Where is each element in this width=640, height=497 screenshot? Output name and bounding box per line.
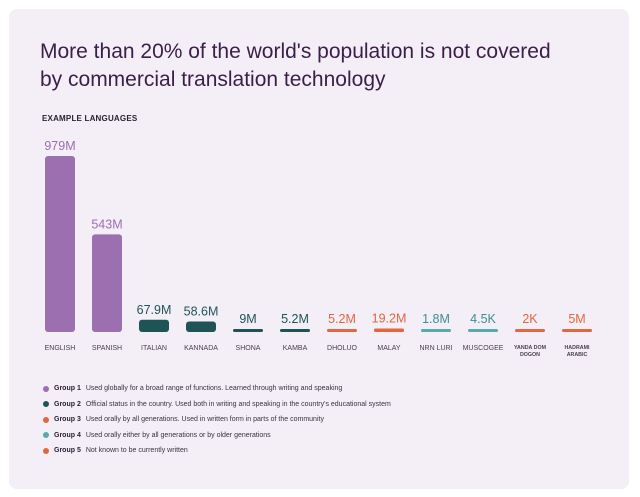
legend-description: Used globally for a broad range of funct… [85, 385, 343, 393]
data-label: 979M [44, 139, 75, 153]
legend-group-name: Group 4 [54, 431, 81, 439]
category-label: ENGLISH [45, 345, 76, 352]
legend-group-name: Group 3 [54, 416, 81, 424]
bar-hadrami-arabic [562, 329, 592, 332]
data-label: 19.2M [372, 312, 407, 326]
data-label: 5.2M [328, 312, 356, 326]
legend-description: Not known to be currently written [85, 447, 188, 455]
bar-italian [139, 319, 169, 332]
legend-group-name: Group 1 [54, 385, 81, 393]
bar-yanda-dom-dogon [515, 329, 545, 332]
bar-kamba [280, 329, 310, 332]
chart-subheading: EXAMPLE LANGUAGES [42, 114, 138, 123]
legend-dot-icon [43, 385, 49, 392]
bar-malay [374, 328, 404, 332]
legend-description: Used orally either by all generations or… [85, 431, 271, 439]
category-label: NRN LURI [419, 345, 452, 352]
category-label: ARABIC [567, 352, 588, 358]
legend-dot-icon [43, 432, 49, 439]
data-label: 5M [568, 312, 585, 326]
bar-nrn-luri [421, 329, 451, 332]
bar-spanish [92, 234, 122, 332]
category-label: HADRAMI [564, 345, 590, 351]
data-label: 4.5K [470, 312, 496, 326]
bar-muscogee [468, 329, 498, 332]
data-label: 58.6M [184, 304, 219, 318]
legend-item: Group 5 Not known to be currently written [43, 443, 603, 459]
chart-title: More than 20% of the world's population … [40, 40, 551, 91]
data-label: 67.9M [137, 303, 172, 317]
legend-dot-icon [43, 416, 49, 423]
bar-kannada [186, 321, 216, 332]
legend-group-name: Group 2 [54, 400, 81, 408]
data-label: 9M [239, 312, 256, 326]
chart-legend: Group 1 Used globally for a broad range o… [43, 381, 603, 459]
legend-group-name: Group 5 [54, 447, 81, 455]
legend-description: Official status in the country. Used bot… [85, 400, 391, 408]
legend-item: Group 2 Official status in the country. U… [43, 397, 603, 413]
category-label: KANNADA [184, 345, 218, 352]
category-label: DOGON [520, 352, 540, 358]
category-label: MUSCOGEE [463, 345, 504, 352]
category-label: DHOLUO [327, 345, 358, 352]
legend-dot-icon [43, 401, 49, 408]
bar-shona [233, 329, 263, 332]
legend-item: Group 3 Used orally by all generations. U… [43, 412, 603, 428]
legend-item: Group 4 Used orally either by all generat… [43, 428, 603, 444]
bar-dholuo [327, 329, 357, 332]
data-label: 5.2M [281, 312, 309, 326]
data-label: 1.8M [422, 312, 450, 326]
category-label: ITALIAN [141, 345, 167, 352]
category-label: SPANISH [92, 345, 122, 352]
legend-dot-icon [43, 447, 49, 454]
legend-description: Used orally by all generations. Used in … [85, 416, 324, 424]
category-label: YANDA DOM [514, 345, 547, 351]
category-label: MALAY [377, 345, 401, 352]
category-label: KAMBA [283, 345, 308, 352]
data-label: 543M [91, 217, 122, 231]
legend-item: Group 1 Used globally for a broad range o… [43, 381, 603, 397]
bar-english [45, 156, 75, 332]
data-label: 2K [522, 312, 538, 326]
category-label: SHONA [236, 345, 261, 352]
